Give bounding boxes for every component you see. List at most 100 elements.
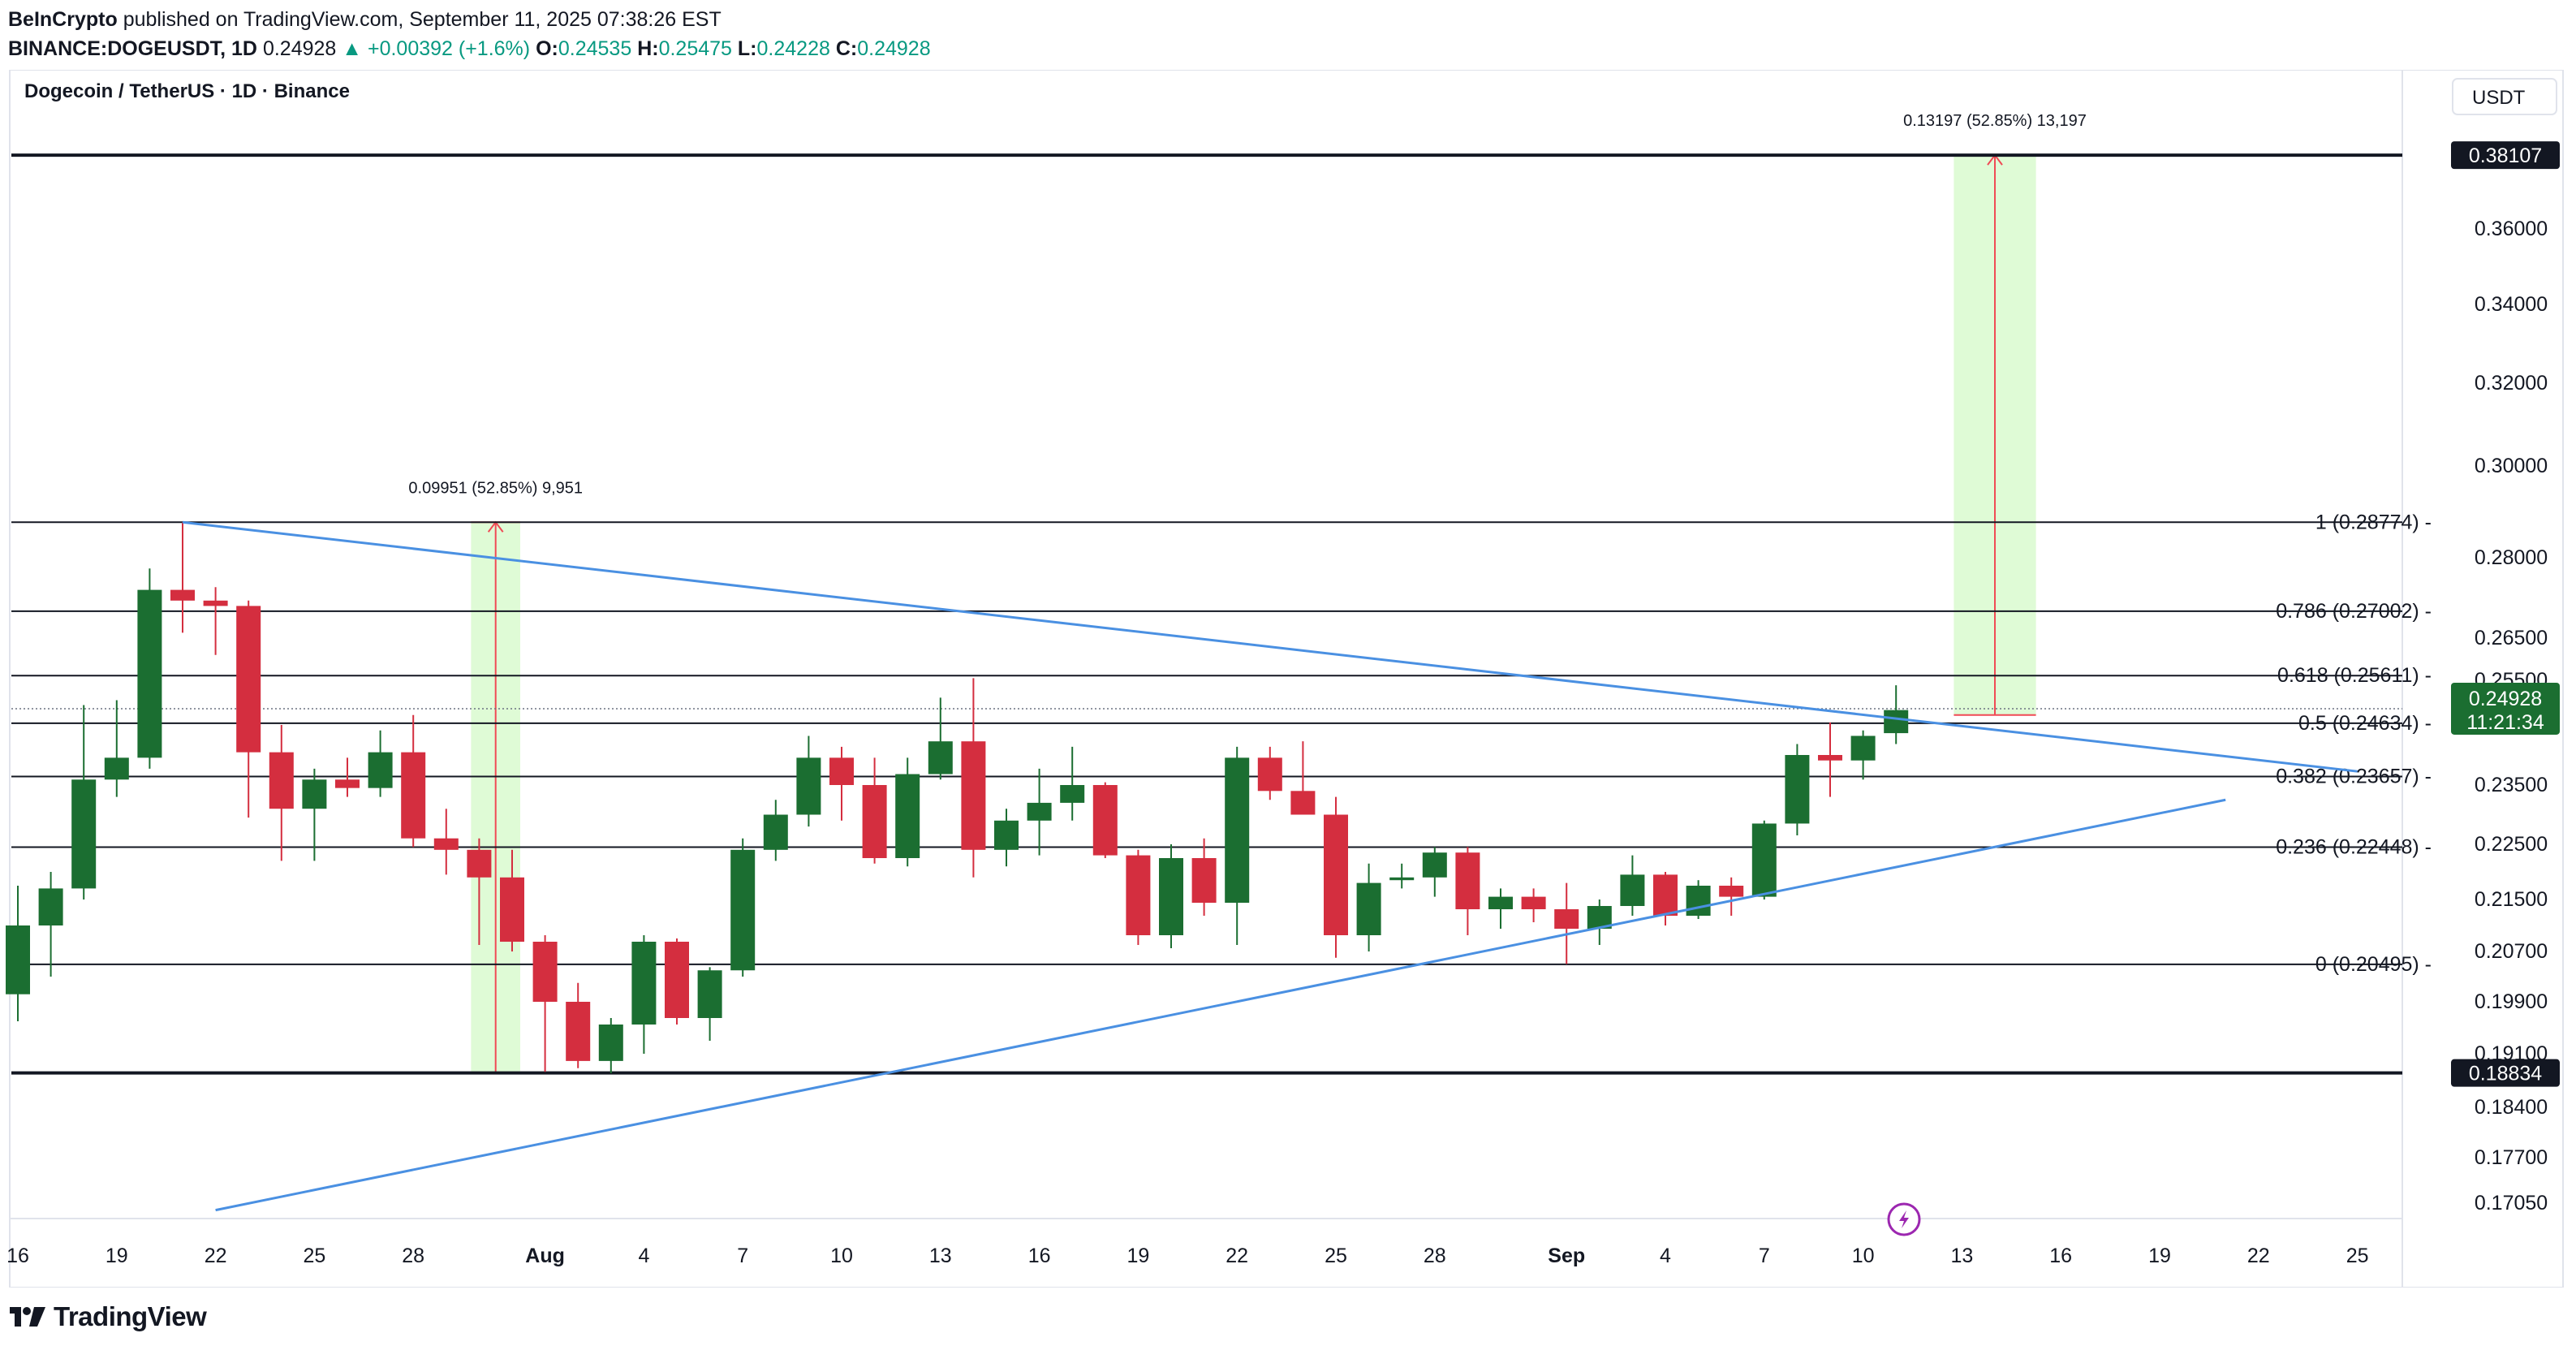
x-axis-tick-label: 28 — [1424, 1245, 1446, 1267]
candle-body[interactable] — [1191, 858, 1217, 903]
current-price-countdown: 11:21:34 — [2466, 711, 2544, 734]
x-axis-tick-label: 7 — [737, 1245, 748, 1267]
candle-body[interactable] — [1225, 757, 1250, 903]
x-axis-tick-label: 19 — [106, 1245, 128, 1267]
tradingview-brand: TradingView — [54, 1301, 207, 1331]
candle-body[interactable] — [598, 1025, 623, 1061]
current-price-value: 0.24928 — [2469, 688, 2542, 710]
candle-body[interactable] — [697, 970, 722, 1018]
candle-body[interactable] — [631, 942, 657, 1025]
tradingview-logo[interactable]: TradingView — [10, 1299, 207, 1335]
candle-body[interactable] — [104, 757, 129, 780]
candle-body[interactable] — [1850, 736, 1876, 761]
symbol-label[interactable]: BINANCE:DOGEUSDT, 1D — [8, 37, 257, 60]
candle-body[interactable] — [895, 774, 920, 858]
low-value: 0.24228 — [756, 37, 830, 60]
price-chart[interactable]: Dogecoin / TetherUS · 1D · Binance USDT … — [0, 70, 2576, 1288]
candle-body[interactable] — [433, 838, 459, 850]
y-axis-tick-label: 0.32000 — [2475, 372, 2548, 395]
candle-body[interactable] — [302, 779, 327, 809]
candle-body[interactable] — [1422, 852, 1447, 878]
candle-body[interactable] — [1455, 852, 1480, 909]
candle-body[interactable] — [1521, 896, 1546, 909]
candle-body[interactable] — [1027, 802, 1052, 821]
x-axis-tick-label: 28 — [402, 1245, 424, 1267]
candle-body[interactable] — [1257, 757, 1282, 792]
candle-body[interactable] — [38, 888, 63, 925]
high-value: 0.25475 — [658, 37, 732, 60]
candle-body[interactable] — [730, 849, 756, 971]
candle-body[interactable] — [401, 752, 426, 839]
y-axis-tick-label: 0.28000 — [2475, 546, 2548, 569]
candle-body[interactable] — [763, 814, 788, 850]
candle-body[interactable] — [1324, 814, 1348, 936]
candle-body[interactable] — [1751, 823, 1777, 897]
candle-body[interactable] — [1356, 882, 1381, 935]
candle-body[interactable] — [1554, 909, 1579, 929]
candle-body[interactable] — [1159, 858, 1183, 935]
candle-body[interactable] — [862, 785, 887, 858]
x-axis-tick-label: Aug — [525, 1245, 565, 1267]
candle-body[interactable] — [1686, 886, 1711, 916]
price-change: +0.00392 (+1.6%) — [367, 37, 531, 60]
level-price-tag[interactable] — [2451, 141, 2560, 170]
candle-body[interactable] — [203, 600, 228, 606]
candle-body[interactable] — [467, 849, 492, 878]
chart-header: BeInCrypto published on TradingView.com,… — [8, 5, 2565, 63]
trendline-descending-resistance[interactable] — [182, 520, 2358, 773]
candle-body[interactable] — [1389, 877, 1415, 881]
x-axis-tick-label: 13 — [1950, 1245, 1973, 1267]
currency-button[interactable]: USDT — [2452, 78, 2557, 115]
level-price-tag-label: 0.38107 — [2469, 145, 2542, 167]
candle-body[interactable] — [6, 925, 30, 994]
candle-body[interactable] — [137, 589, 162, 758]
candle-body[interactable] — [532, 942, 558, 1002]
candle-body[interactable] — [71, 779, 97, 889]
candle-body[interactable] — [796, 757, 821, 815]
candle-body[interactable] — [1653, 874, 1678, 916]
candle-body[interactable] — [928, 741, 953, 774]
candle-body[interactable] — [1290, 791, 1316, 815]
candle-body[interactable] — [1092, 785, 1118, 856]
x-axis-tick-label: 4 — [1660, 1245, 1671, 1267]
candle-body[interactable] — [500, 877, 524, 942]
candle-body[interactable] — [170, 589, 195, 601]
y-axis-tick-label: 0.36000 — [2475, 218, 2548, 240]
fib-level-label: 1 (0.28774) - — [2315, 511, 2432, 533]
measure-label: 0.09951 (52.85%) 9,951 — [408, 479, 583, 497]
candle-body[interactable] — [829, 757, 854, 785]
triangle-up-icon: ▲ — [342, 37, 363, 60]
candle-body[interactable] — [236, 606, 261, 753]
candle-body[interactable] — [1884, 710, 1909, 734]
candle-body[interactable] — [1060, 785, 1085, 803]
fib-level-label: 0 (0.20495) - — [2315, 953, 2432, 976]
candle-body[interactable] — [1488, 896, 1513, 909]
publisher-name[interactable]: BeInCrypto — [8, 8, 118, 31]
candle-body[interactable] — [1818, 755, 1842, 761]
candle-body[interactable] — [335, 779, 360, 788]
candle-body[interactable] — [566, 1002, 591, 1061]
x-axis-tick-label: 22 — [2247, 1245, 2270, 1267]
level-price-tag-label: 0.18834 — [2469, 1063, 2542, 1085]
y-axis-tick-label: 0.20700 — [2475, 940, 2548, 963]
candle-body[interactable] — [1719, 886, 1744, 897]
published-text: published on TradingView.com, September … — [123, 8, 722, 31]
x-axis-tick-label: 25 — [2346, 1245, 2369, 1267]
y-axis-tick-label: 0.19900 — [2475, 990, 2548, 1013]
candle-body[interactable] — [961, 741, 986, 850]
candle-body[interactable] — [368, 752, 393, 788]
trendline-ascending-support[interactable] — [215, 798, 2226, 1212]
y-axis-tick-label: 0.30000 — [2475, 455, 2548, 477]
level-price-tag[interactable] — [2451, 1059, 2560, 1087]
candle-body[interactable] — [994, 820, 1019, 850]
last-price: 0.24928 — [262, 37, 337, 60]
candle-body[interactable] — [1620, 874, 1645, 906]
candle-body[interactable] — [665, 942, 689, 1018]
flash-icon[interactable] — [1887, 1202, 1921, 1236]
y-axis-tick-label: 0.22500 — [2475, 833, 2548, 856]
candle-body[interactable] — [269, 752, 294, 809]
current-price-tag[interactable] — [2451, 682, 2560, 735]
x-axis-tick-label: 25 — [303, 1245, 325, 1267]
candle-body[interactable] — [1785, 755, 1810, 824]
candle-body[interactable] — [1126, 855, 1151, 935]
